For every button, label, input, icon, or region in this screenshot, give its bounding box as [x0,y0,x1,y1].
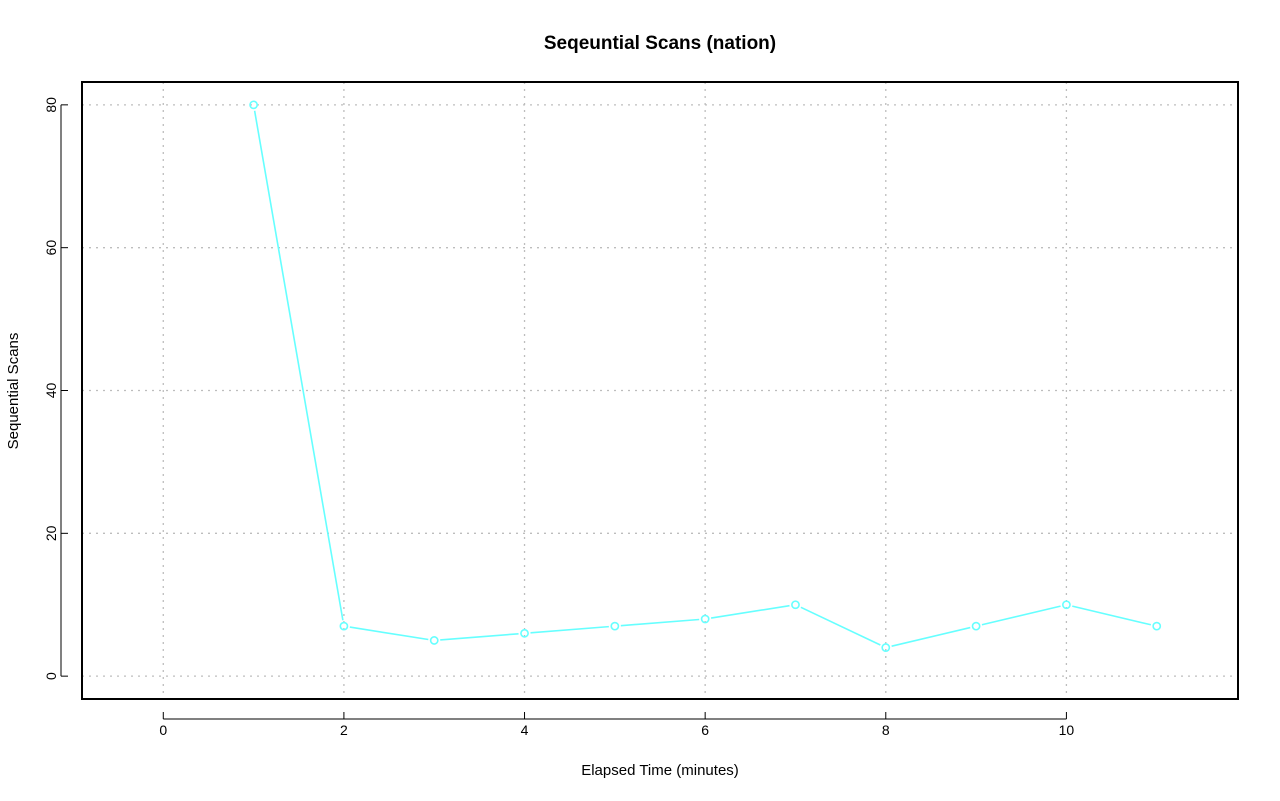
series-line-segment [1072,605,1152,626]
series-layer [249,100,1162,652]
x-tick-label: 8 [882,722,890,738]
y-axis-label: Sequential Scans [5,333,22,450]
data-point [249,100,258,110]
series-line-segment [530,625,609,634]
series-line-segment [891,626,971,647]
x-tick-label: 10 [1059,722,1075,738]
plot-frame [81,81,1239,700]
x-tick-label: 2 [340,722,348,738]
data-point [1062,600,1071,610]
series-line-segment [620,618,700,627]
series-line-segment [349,626,429,641]
data-point [700,614,710,624]
data-point [339,621,349,631]
series-line-segment [800,606,881,646]
x-tick-label: 6 [701,722,709,738]
series-line-segment [981,605,1061,626]
x-tick-label: 4 [521,722,529,738]
data-point [610,621,620,631]
chart-title: Seqeuntial Scans (nation) [544,33,776,54]
y-tick-label: 80 [43,97,59,113]
axes: 0 2 4 6 8 10 0 20 40 60 80 [43,97,1074,738]
data-point [881,643,891,652]
data-point [971,621,981,631]
series-line-segment [710,604,790,619]
grid-lines [82,82,1238,699]
y-tick-label: 20 [43,525,59,541]
data-point [429,636,439,645]
x-axis-label: Elapsed Time (minutes) [581,762,739,779]
y-tick-label: 60 [43,240,59,256]
x-tick-label: 0 [159,722,167,738]
y-tick-label: 0 [43,672,59,680]
data-point [791,600,800,610]
y-tick-label: 40 [43,383,59,399]
series-line-segment [440,632,519,641]
series-line-segment [253,110,344,621]
data-point [1152,621,1162,631]
data-point [520,628,529,638]
